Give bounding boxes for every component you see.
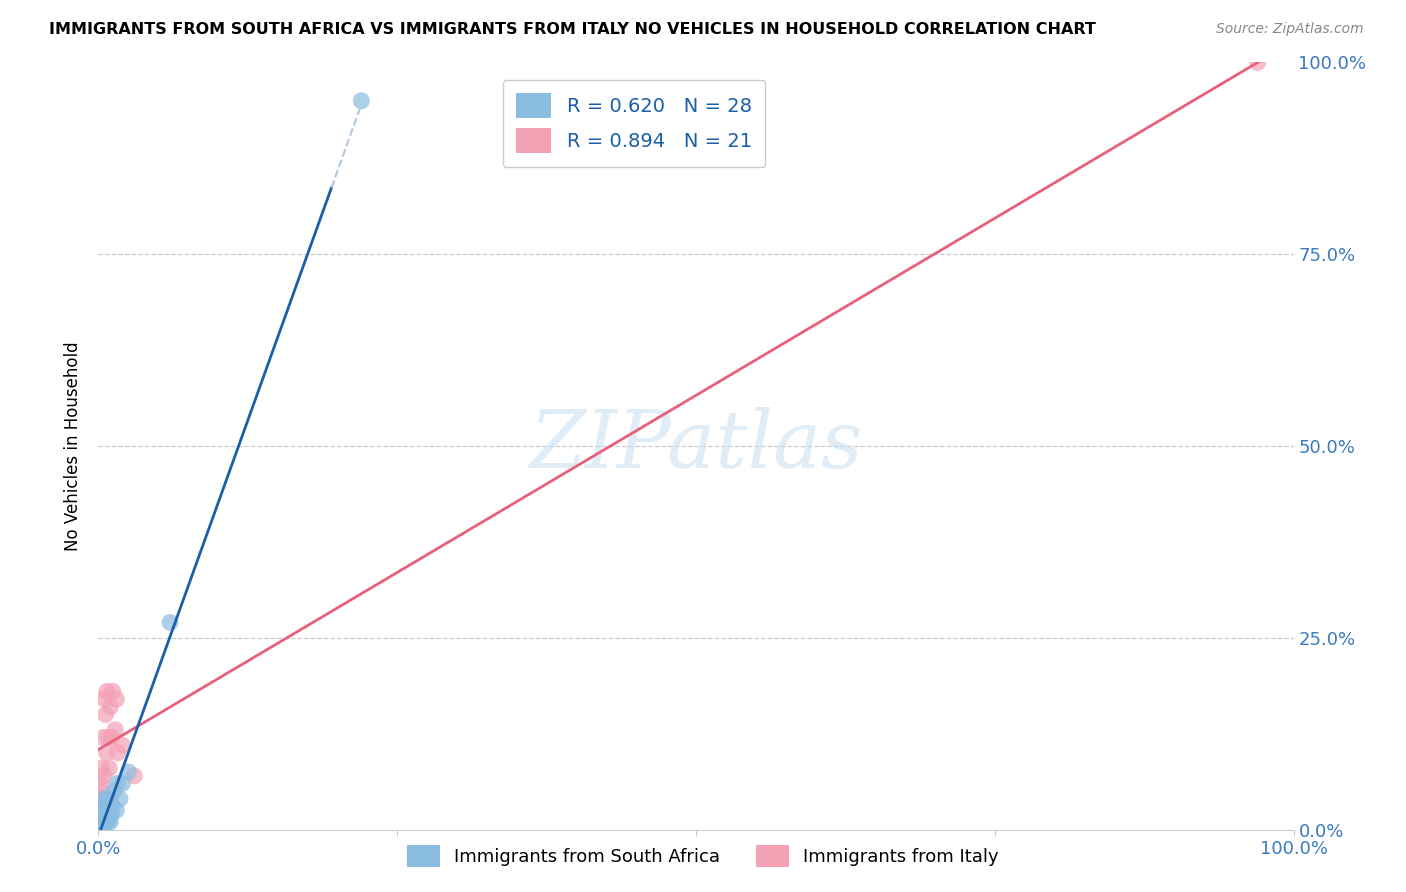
- Point: [91, 799, 114, 814]
- Point: [91, 784, 114, 798]
- Point: [93, 807, 115, 822]
- Point: [93, 792, 115, 806]
- Point: [111, 776, 134, 790]
- Point: [91, 731, 114, 745]
- Point: [107, 746, 129, 760]
- Point: [98, 814, 122, 829]
- Point: [97, 799, 120, 814]
- Point: [94, 814, 117, 829]
- Point: [103, 784, 125, 798]
- Point: [91, 807, 114, 822]
- Point: [93, 769, 115, 783]
- Point: [100, 731, 122, 745]
- Legend: Immigrants from South Africa, Immigrants from Italy: Immigrants from South Africa, Immigrants…: [399, 838, 1007, 874]
- Point: [111, 738, 134, 752]
- Point: [350, 94, 373, 108]
- Point: [159, 615, 181, 630]
- Point: [97, 731, 120, 745]
- Point: [94, 799, 117, 814]
- Point: [91, 799, 114, 814]
- Point: [90, 814, 112, 829]
- Text: Source: ZipAtlas.com: Source: ZipAtlas.com: [1216, 22, 1364, 37]
- Point: [94, 707, 117, 722]
- Point: [96, 746, 118, 760]
- Point: [89, 792, 111, 806]
- Text: ZIPatlas: ZIPatlas: [529, 408, 863, 484]
- Legend: R = 0.620   N = 28, R = 0.894   N = 21: R = 0.620 N = 28, R = 0.894 N = 21: [502, 79, 765, 167]
- Point: [98, 792, 122, 806]
- Point: [1247, 55, 1270, 70]
- Point: [98, 807, 121, 822]
- Point: [90, 776, 112, 790]
- Point: [108, 792, 131, 806]
- Point: [105, 692, 128, 706]
- Point: [91, 814, 114, 829]
- Point: [117, 765, 139, 780]
- Point: [96, 792, 118, 806]
- Point: [100, 807, 122, 822]
- Point: [104, 723, 127, 737]
- Text: IMMIGRANTS FROM SOUTH AFRICA VS IMMIGRANTS FROM ITALY NO VEHICLES IN HOUSEHOLD C: IMMIGRANTS FROM SOUTH AFRICA VS IMMIGRAN…: [49, 22, 1097, 37]
- Point: [89, 814, 111, 829]
- Point: [93, 692, 115, 706]
- Point: [98, 761, 121, 775]
- Point: [96, 807, 118, 822]
- Point: [101, 684, 124, 698]
- Point: [124, 769, 146, 783]
- Point: [101, 799, 124, 814]
- Point: [97, 814, 120, 829]
- Point: [91, 761, 114, 775]
- Point: [98, 699, 122, 714]
- Point: [107, 776, 129, 790]
- Y-axis label: No Vehicles in Household: No Vehicles in Household: [65, 341, 83, 551]
- Point: [105, 804, 128, 818]
- Point: [90, 807, 112, 822]
- Point: [96, 684, 118, 698]
